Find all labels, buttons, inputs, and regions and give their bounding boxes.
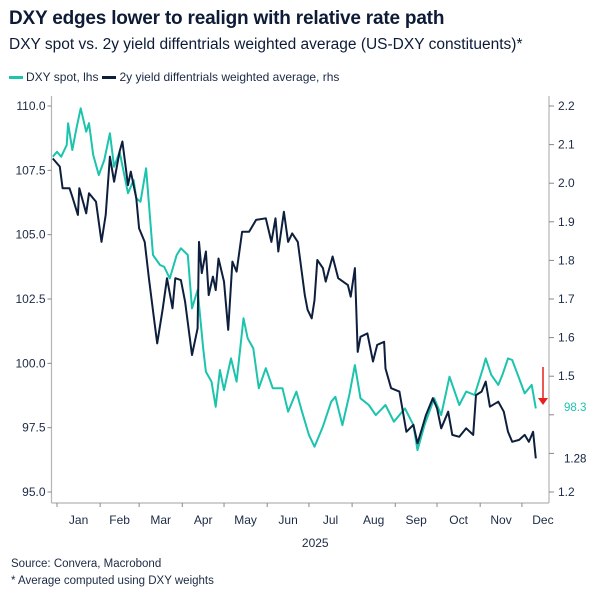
legend-swatch-diff [102, 75, 117, 79]
x-tick-label: Jan [69, 513, 88, 527]
left-tick-label: 107.5 [15, 163, 45, 177]
legend-item-dxy: DXY spot, lhs [9, 70, 98, 84]
left-tick-label: 110.0 [16, 99, 45, 113]
right-tick-label: 1.9 [558, 215, 575, 229]
footnote: * Average computed using DXY weights [11, 575, 214, 587]
dxy-spot-line [52, 107, 537, 452]
source-note: Source: Convera, Macrobond [11, 558, 162, 570]
legend-swatch-dxy [9, 75, 23, 79]
x-tick-label: Oct [449, 513, 468, 527]
x-tick-label: Feb [109, 513, 130, 527]
chart-title: DXY edges lower to realign with relative… [9, 8, 445, 29]
left-tick-label: 95.0 [22, 485, 46, 499]
right-tick-label: 1.7 [558, 292, 575, 306]
x-tick-label: Aug [363, 513, 384, 527]
chart-subtitle: DXY spot vs. 2y yield diffentrials weigh… [9, 36, 523, 53]
x-tick-label: Jun [278, 513, 297, 527]
left-tick-label: 97.5 [22, 421, 46, 435]
legend: DXY spot, lhs 2y yield diffentrials weig… [9, 70, 339, 84]
x-tick-label: Dec [532, 513, 553, 527]
red-arrow-down-icon [538, 398, 548, 405]
x-tick-label: Jul [323, 513, 338, 527]
legend-label-dxy: DXY spot, lhs [26, 70, 99, 84]
x-tick-label: Sep [405, 513, 427, 527]
left-tick-label: 105.0 [15, 228, 45, 242]
yield-differential-line [52, 140, 537, 459]
right-tick-label: 2.0 [558, 176, 575, 190]
right-tick-label: 1.8 [558, 253, 575, 267]
x-tick-label: May [234, 513, 257, 527]
right-tick-label: 2.1 [558, 138, 575, 152]
legend-label-diff: 2y yield diffentrials weighted average, … [119, 70, 340, 84]
x-tick-label: Mar [150, 513, 171, 527]
right-tick-label: 1.2 [558, 485, 575, 499]
left-tick-label: 102.5 [15, 292, 45, 306]
right-tick-label: 2.2 [558, 99, 575, 113]
legend-item-diff: 2y yield diffentrials weighted average, … [102, 70, 339, 84]
x-axis-title: 2025 [302, 536, 329, 550]
diff-end-label: 1.28 [564, 453, 586, 465]
right-tick-label: 1.5 [558, 369, 575, 383]
left-tick-label: 100.0 [15, 356, 45, 370]
x-tick-label: Nov [490, 513, 511, 527]
right-tick-label: 1.6 [558, 331, 575, 345]
x-tick-label: Apr [194, 513, 213, 527]
dxy-end-label: 98.3 [564, 402, 586, 414]
